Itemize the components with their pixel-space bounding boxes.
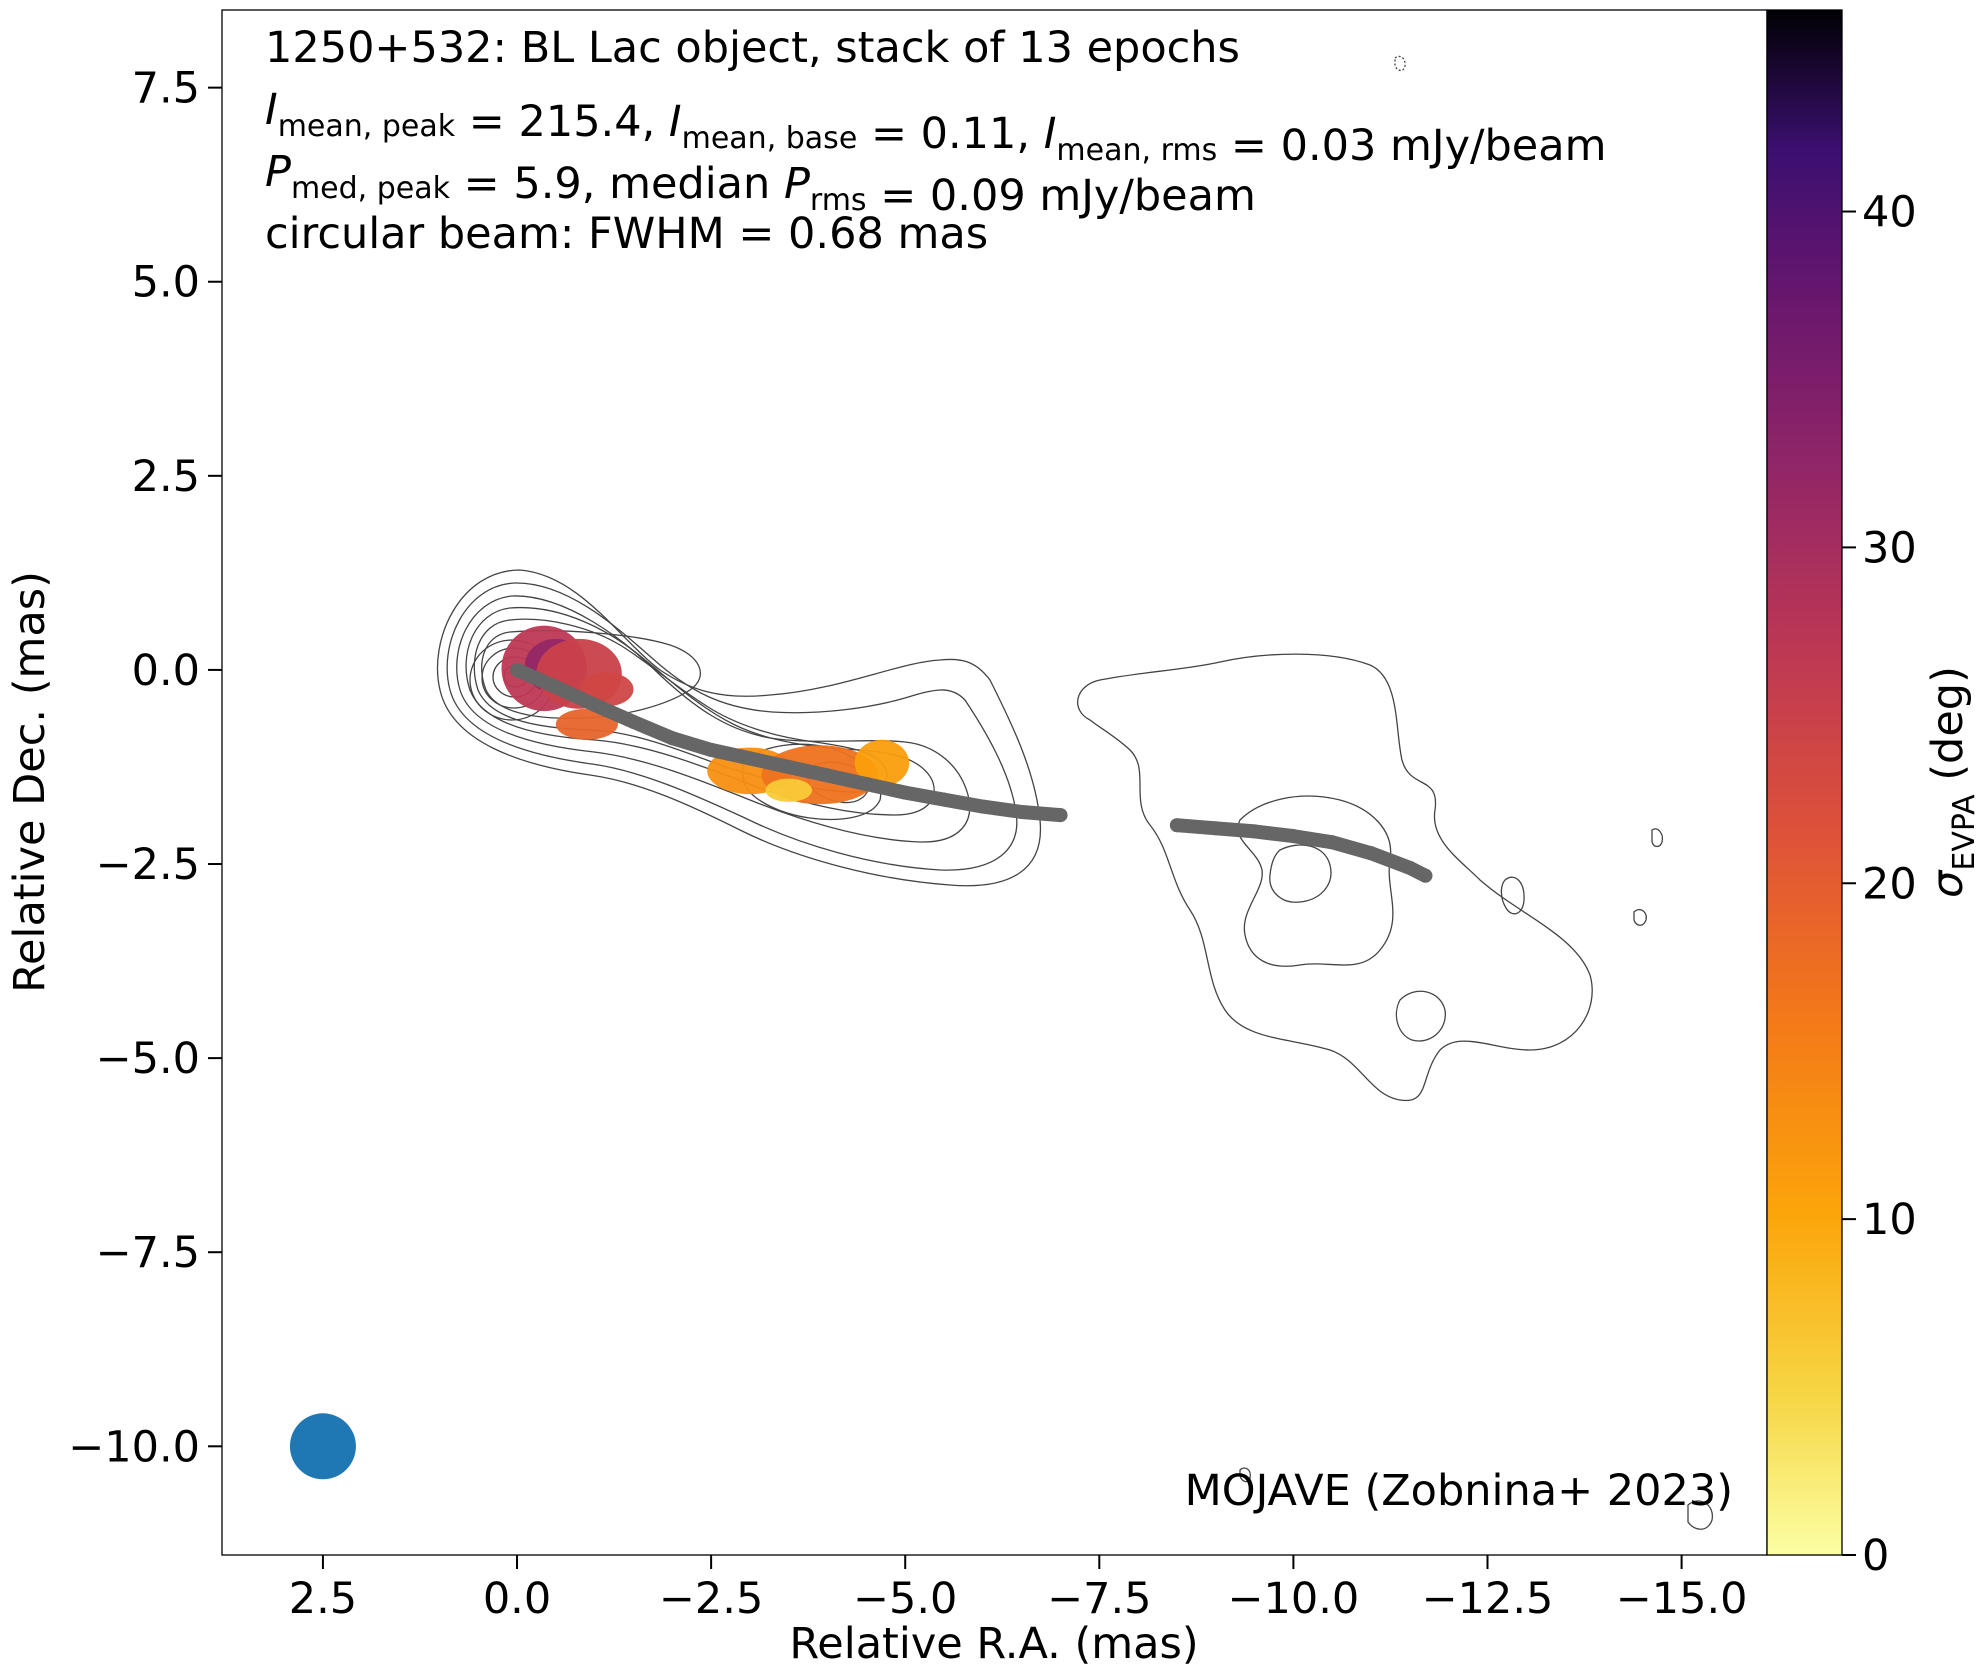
- beam-ellipse: [289, 1413, 356, 1480]
- x-tick-label: 0.0: [483, 1574, 551, 1624]
- colorbar-tick-label: 0: [1862, 1531, 1889, 1581]
- credit-text: MOJAVE (Zobnina+ 2023): [1185, 1466, 1733, 1516]
- figure-annotation: 1250+532: BL Lac object, stack of 13 epo…: [265, 23, 1607, 259]
- ridgeline-point: [510, 662, 525, 677]
- contour-island-4: [1633, 908, 1647, 926]
- y-tick-label: 7.5: [132, 64, 200, 114]
- contour-dotted-speck: [1394, 55, 1406, 72]
- colorbar-tick-label: 40: [1862, 188, 1917, 238]
- ridgeline-point: [1364, 846, 1379, 861]
- annotation-line: circular beam: FWHM = 0.68 mas: [265, 209, 988, 259]
- ridgeline-point: [704, 742, 719, 757]
- ridgeline: [510, 662, 1433, 883]
- ridgeline-point: [1418, 868, 1433, 883]
- x-tick-label: −5.0: [853, 1574, 957, 1624]
- plot-area: [221, 9, 1768, 1556]
- contour-island-5: [1687, 1500, 1713, 1530]
- contour-6: [481, 630, 702, 719]
- contour-island-3: [1651, 828, 1664, 848]
- y-tick-label: 5.0: [132, 258, 200, 308]
- annotation-line: Pmed, peak = 5.9, median Prms = 0.09 mJy…: [265, 147, 1256, 221]
- annotation-line: Imean, peak = 215.4, Imean, base = 0.11,…: [265, 85, 1607, 171]
- ridgeline-point: [1402, 860, 1417, 875]
- x-tick-label: 2.5: [289, 1574, 357, 1624]
- contour-3: [456, 595, 971, 843]
- contour-island-6: [1239, 1467, 1251, 1483]
- y-tick-label: 0.0: [132, 646, 200, 696]
- ridgeline-point: [1053, 808, 1068, 823]
- ridgeline-point: [1014, 805, 1029, 820]
- ridgeline-point: [626, 714, 641, 729]
- ridgeline-point: [1286, 829, 1301, 844]
- ridgeline-point: [781, 759, 796, 774]
- x-tick-label: −7.5: [1047, 1574, 1151, 1624]
- ridgeline-point: [975, 799, 990, 814]
- evpa-region: [555, 708, 618, 740]
- evpa-region: [765, 778, 813, 802]
- x-axis-label: Relative R.A. (mas): [789, 1619, 1198, 1669]
- evpa-region: [854, 739, 910, 787]
- y-tick-label: 2.5: [132, 452, 200, 502]
- ridgeline-point: [587, 697, 602, 712]
- map-layer: [289, 55, 1713, 1530]
- y-tick-label: −10.0: [68, 1422, 200, 1472]
- y-axis-label: Relative Dec. (mas): [5, 571, 55, 993]
- contour-2: [446, 582, 1018, 871]
- contour-outer-jet: [1077, 653, 1593, 1102]
- colorbar: [1766, 9, 1843, 1556]
- ridgeline-point: [1208, 821, 1223, 836]
- ridgeline-point: [859, 777, 874, 792]
- ridgeline-point: [820, 768, 835, 783]
- ridgeline-point: [665, 731, 680, 746]
- ridgeline-point: [937, 792, 952, 807]
- ridgeline-point: [898, 785, 913, 800]
- colorbar-tick-label: 30: [1862, 523, 1917, 573]
- x-tick-label: −12.5: [1422, 1574, 1554, 1624]
- colorbar-label: σEVPA (deg): [1923, 666, 1978, 898]
- colorbar-tick-label: 20: [1862, 859, 1917, 909]
- x-axis-ticks: 2.5 0.0 −2.5 −5.0 −7.5 −10.0 −12.5 −15.0: [289, 1555, 1748, 1624]
- contour-island-2: [1395, 990, 1446, 1042]
- x-tick-label: −15.0: [1616, 1574, 1748, 1624]
- y-tick-label: −5.0: [96, 1034, 200, 1084]
- contour-outer-hole: [1269, 844, 1332, 903]
- contour-island-1: [1500, 876, 1525, 915]
- contour-outer-inner-jet: [436, 569, 1042, 887]
- ridgeline-point: [548, 680, 563, 695]
- y-axis-ticks: 7.5 5.0 2.5 0.0 −2.5 −5.0 −7.5 −10.0: [68, 64, 222, 1472]
- x-tick-label: −10.0: [1228, 1574, 1360, 1624]
- ridgeline-point: [1169, 818, 1184, 833]
- y-tick-label: −2.5: [96, 840, 200, 890]
- x-tick-label: −2.5: [659, 1574, 763, 1624]
- colorbar-ticks: 0 10 20 30 40: [1842, 188, 1917, 1581]
- ridgeline-point: [1247, 824, 1262, 839]
- colorbar-tick-label: 10: [1862, 1195, 1917, 1245]
- annotation-line: 1250+532: BL Lac object, stack of 13 epo…: [265, 23, 1240, 73]
- y-tick-label: −7.5: [96, 1228, 200, 1278]
- contour-outer-jet-inner: [1237, 795, 1394, 967]
- ridgeline-point: [1325, 835, 1340, 850]
- ridgeline-point: [742, 751, 757, 766]
